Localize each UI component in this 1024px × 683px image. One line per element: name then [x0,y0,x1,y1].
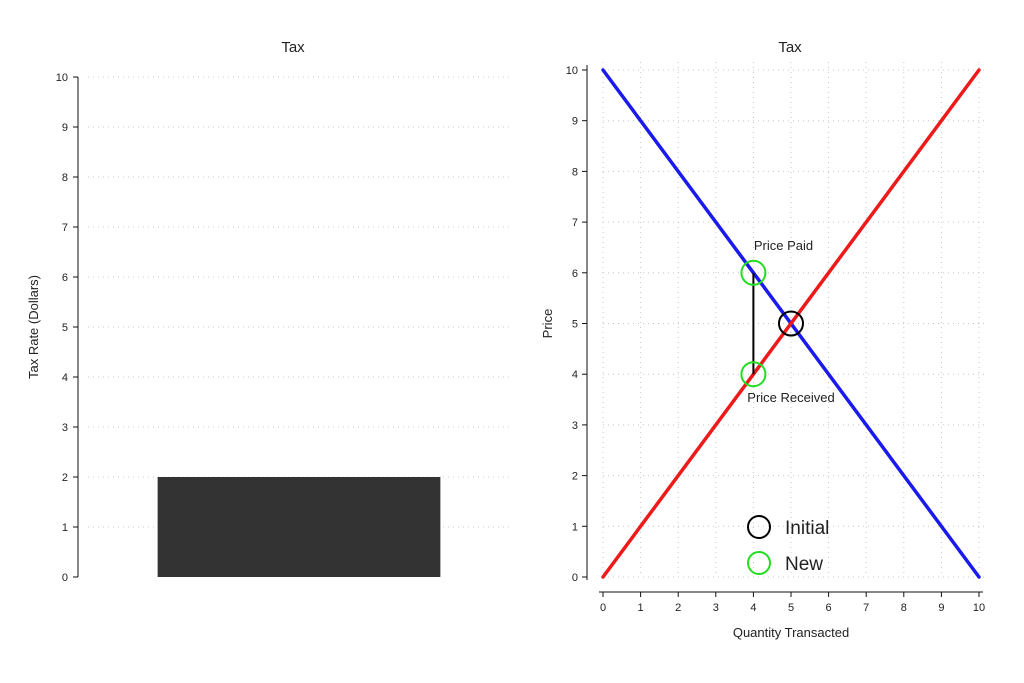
right-x-tick-label: 4 [750,602,756,614]
right-x-ticks: 0 1 2 3 4 5 6 7 8 9 10 [600,592,985,614]
left-y-tick-label: 7 [62,222,68,234]
left-y-tick-label: 9 [62,122,68,134]
legend: Initial New [747,515,829,575]
right-y-tick-label: 7 [572,217,578,229]
right-y-ticks: 0 1 2 3 4 5 6 7 8 9 10 [566,65,587,584]
left-chart-title: Tax [281,39,305,56]
left-y-tick-label: 6 [62,272,68,284]
marker-new [740,259,767,286]
legend-symbol-new [747,551,771,575]
left-bars [157,477,441,577]
right-x-tick-label: 8 [901,602,907,614]
right-x-tick-label: 10 [973,602,985,614]
left-y-tick-label: 10 [56,72,68,84]
right-y-tick-label: 10 [566,65,578,77]
right-chart-title: Tax [778,39,802,56]
right-x-tick-label: 7 [863,602,869,614]
left-y-tick-label: 8 [62,172,68,184]
legend-label-new: New [785,554,823,575]
annotation-price-received: Price Received [747,390,834,405]
legend-label-initial: Initial [785,518,829,539]
right-x-tick-label: 6 [826,602,832,614]
right-y-axis-label: Price [540,309,555,339]
marker-new [740,361,767,388]
right-y-tick-label: 0 [572,572,578,584]
left-y-tick-label: 2 [62,472,68,484]
right-x-tick-label: 3 [713,602,719,614]
left-y-ticks: 0 1 2 3 4 5 6 7 8 9 10 [56,72,78,584]
right-y-tick-label: 3 [572,420,578,432]
series-line-1 [601,68,981,579]
right-x-tick-label: 5 [788,602,794,614]
right-y-tick-label: 4 [572,369,578,381]
right-x-axis-label: Quantity Transacted [733,625,849,640]
right-y-tick-label: 9 [572,116,578,128]
supply-demand-chart: Tax 0 1 2 3 4 5 6 7 8 9 10 0 1 2 3 4 5 6 7 8 9 10 Price Paid… [540,39,987,640]
right-gridlines [602,62,987,578]
marker-initial [778,310,804,337]
legend-symbol-initial [747,515,771,539]
tax-rate-bar-chart: Tax 0 1 2 3 4 5 6 7 8 9 10 Tax Rate (Dollars) [26,39,510,584]
annotation-price-paid: Price Paid [754,238,813,253]
left-y-tick-label: 4 [62,372,68,384]
right-series-lines [601,68,981,579]
left-y-tick-label: 1 [62,522,68,534]
bar [157,477,441,577]
right-x-tick-label: 9 [938,602,944,614]
right-x-tick-label: 0 [600,602,606,614]
right-x-tick-label: 2 [675,602,681,614]
left-y-axis-label: Tax Rate (Dollars) [26,275,41,379]
right-y-tick-label: 5 [572,319,578,331]
right-y-tick-label: 6 [572,268,578,280]
right-x-tick-label: 1 [638,602,644,614]
left-y-tick-label: 3 [62,422,68,434]
right-y-tick-label: 2 [572,471,578,483]
right-y-tick-label: 1 [572,521,578,533]
left-gridlines [88,76,510,528]
right-markers [740,259,804,388]
left-y-tick-label: 5 [62,322,68,334]
left-y-tick-label: 0 [62,572,68,584]
right-y-tick-label: 8 [572,166,578,178]
